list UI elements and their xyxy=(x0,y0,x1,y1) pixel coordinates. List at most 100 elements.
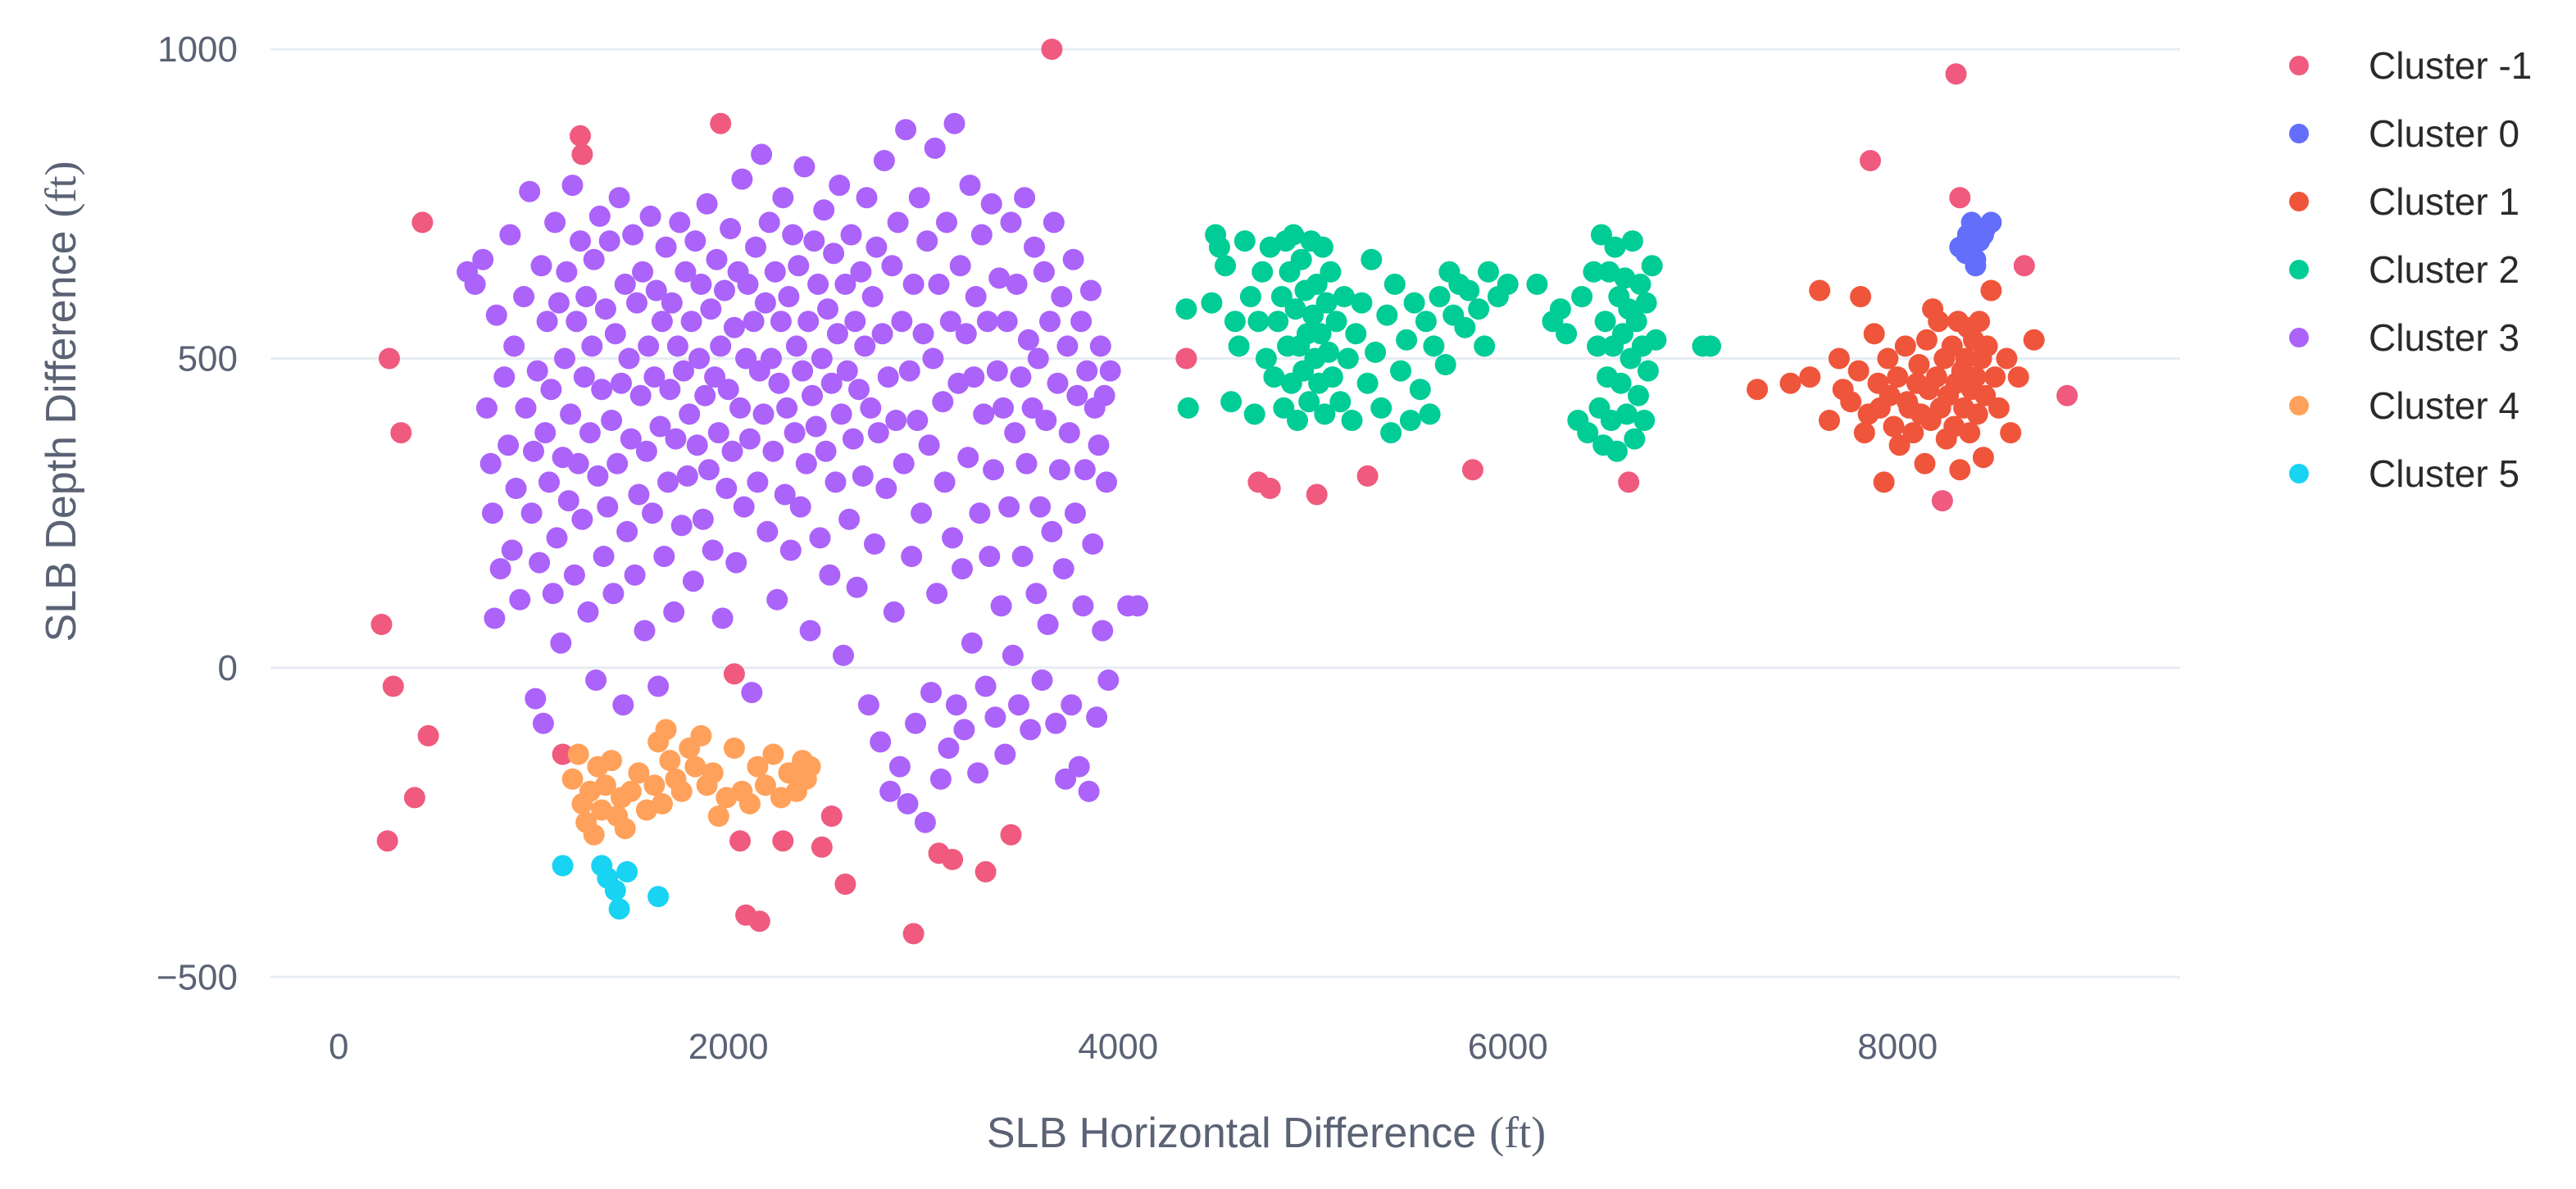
data-point xyxy=(1298,391,1320,413)
data-point xyxy=(766,588,788,610)
data-point xyxy=(823,243,845,265)
data-point xyxy=(996,311,1018,333)
data-point xyxy=(1000,211,1022,234)
legend-item[interactable]: Cluster 3 xyxy=(2289,316,2519,359)
data-point xyxy=(754,774,776,796)
data-point xyxy=(583,248,605,270)
data-point xyxy=(1000,824,1022,846)
data-point xyxy=(655,719,677,741)
data-point xyxy=(710,335,732,357)
legend-label: Cluster 3 xyxy=(2369,316,2519,359)
data-point xyxy=(1228,335,1250,357)
legend-item[interactable]: Cluster 2 xyxy=(2289,248,2519,291)
data-point xyxy=(1629,273,1651,295)
data-point xyxy=(1877,347,1899,370)
legend-item[interactable]: Cluster 4 xyxy=(2289,384,2519,427)
data-point xyxy=(1454,316,1476,338)
data-point xyxy=(756,520,779,542)
data-point xyxy=(501,539,523,561)
data-point xyxy=(567,452,589,474)
legend-item[interactable]: Cluster 0 xyxy=(2289,112,2519,155)
series-cluster--1 xyxy=(370,39,2079,945)
data-point xyxy=(1318,341,1339,363)
data-point xyxy=(902,273,925,295)
data-point xyxy=(826,323,848,345)
data-point xyxy=(975,675,997,697)
data-point xyxy=(497,434,520,456)
data-point xyxy=(1376,304,1398,326)
data-point xyxy=(1048,459,1070,481)
data-point xyxy=(1931,490,1953,512)
legend-item[interactable]: Cluster 1 xyxy=(2289,180,2519,223)
data-point xyxy=(984,706,1006,728)
data-point xyxy=(916,230,938,252)
data-point xyxy=(1037,614,1059,635)
data-point xyxy=(1819,410,1840,431)
data-point xyxy=(1310,323,1332,345)
series-cluster-2 xyxy=(1175,224,1721,462)
legend-marker xyxy=(2289,328,2309,347)
data-point xyxy=(834,874,856,895)
data-point xyxy=(1325,311,1347,333)
data-point xyxy=(969,502,991,524)
data-point xyxy=(1628,384,1649,406)
legend-item[interactable]: Cluster 5 xyxy=(2289,452,2519,495)
data-point xyxy=(647,886,670,908)
legend-label: Cluster 0 xyxy=(2369,112,2519,155)
data-point xyxy=(570,230,591,252)
data-point xyxy=(573,366,595,388)
data-point xyxy=(614,818,636,840)
data-point xyxy=(1070,311,1093,333)
data-point xyxy=(983,459,1005,481)
data-point xyxy=(834,273,856,295)
legend-item[interactable]: Cluster -1 xyxy=(2289,44,2532,87)
data-point xyxy=(782,224,804,246)
data-point xyxy=(1549,298,1571,320)
data-point xyxy=(1965,366,1987,388)
data-point xyxy=(1403,292,1425,314)
data-point xyxy=(838,508,861,530)
data-point xyxy=(846,576,868,598)
data-point xyxy=(552,743,574,765)
data-point xyxy=(1853,422,1875,444)
data-point xyxy=(634,619,656,642)
data-point xyxy=(1283,224,1305,246)
data-point xyxy=(1043,211,1065,234)
data-point xyxy=(1434,354,1456,375)
data-point xyxy=(1273,397,1295,419)
data-point xyxy=(737,273,759,295)
data-point xyxy=(670,780,693,802)
legend-marker xyxy=(2289,56,2309,75)
data-point xyxy=(1583,261,1605,283)
data-point xyxy=(735,347,757,370)
data-point xyxy=(1645,329,1667,351)
data-point xyxy=(554,347,575,370)
data-point xyxy=(620,428,642,450)
data-point xyxy=(836,360,858,382)
data-point xyxy=(1027,347,1049,370)
x-axis-title: SLB Horizontal Difference (ft) xyxy=(987,1108,1546,1157)
data-point xyxy=(694,384,716,406)
data-point xyxy=(1078,780,1100,802)
data-point xyxy=(870,731,892,753)
data-point xyxy=(370,614,393,635)
data-point xyxy=(1177,397,1199,419)
data-point xyxy=(1051,286,1073,307)
data-point xyxy=(624,564,646,586)
data-point xyxy=(877,366,899,388)
data-point xyxy=(1863,323,1885,345)
data-point xyxy=(1284,298,1306,320)
data-point xyxy=(1879,384,1901,406)
data-point xyxy=(632,261,654,283)
data-point xyxy=(1915,329,1938,351)
y-tick-label: 1000 xyxy=(157,29,238,70)
data-point xyxy=(1035,410,1057,431)
legend-label: Cluster 2 xyxy=(2369,248,2519,291)
data-point xyxy=(793,156,816,178)
data-point xyxy=(1949,187,1971,209)
data-point xyxy=(1860,150,1881,171)
data-point xyxy=(942,848,964,870)
data-point xyxy=(1945,63,1967,85)
data-point xyxy=(963,366,985,388)
data-point xyxy=(1612,323,1633,345)
